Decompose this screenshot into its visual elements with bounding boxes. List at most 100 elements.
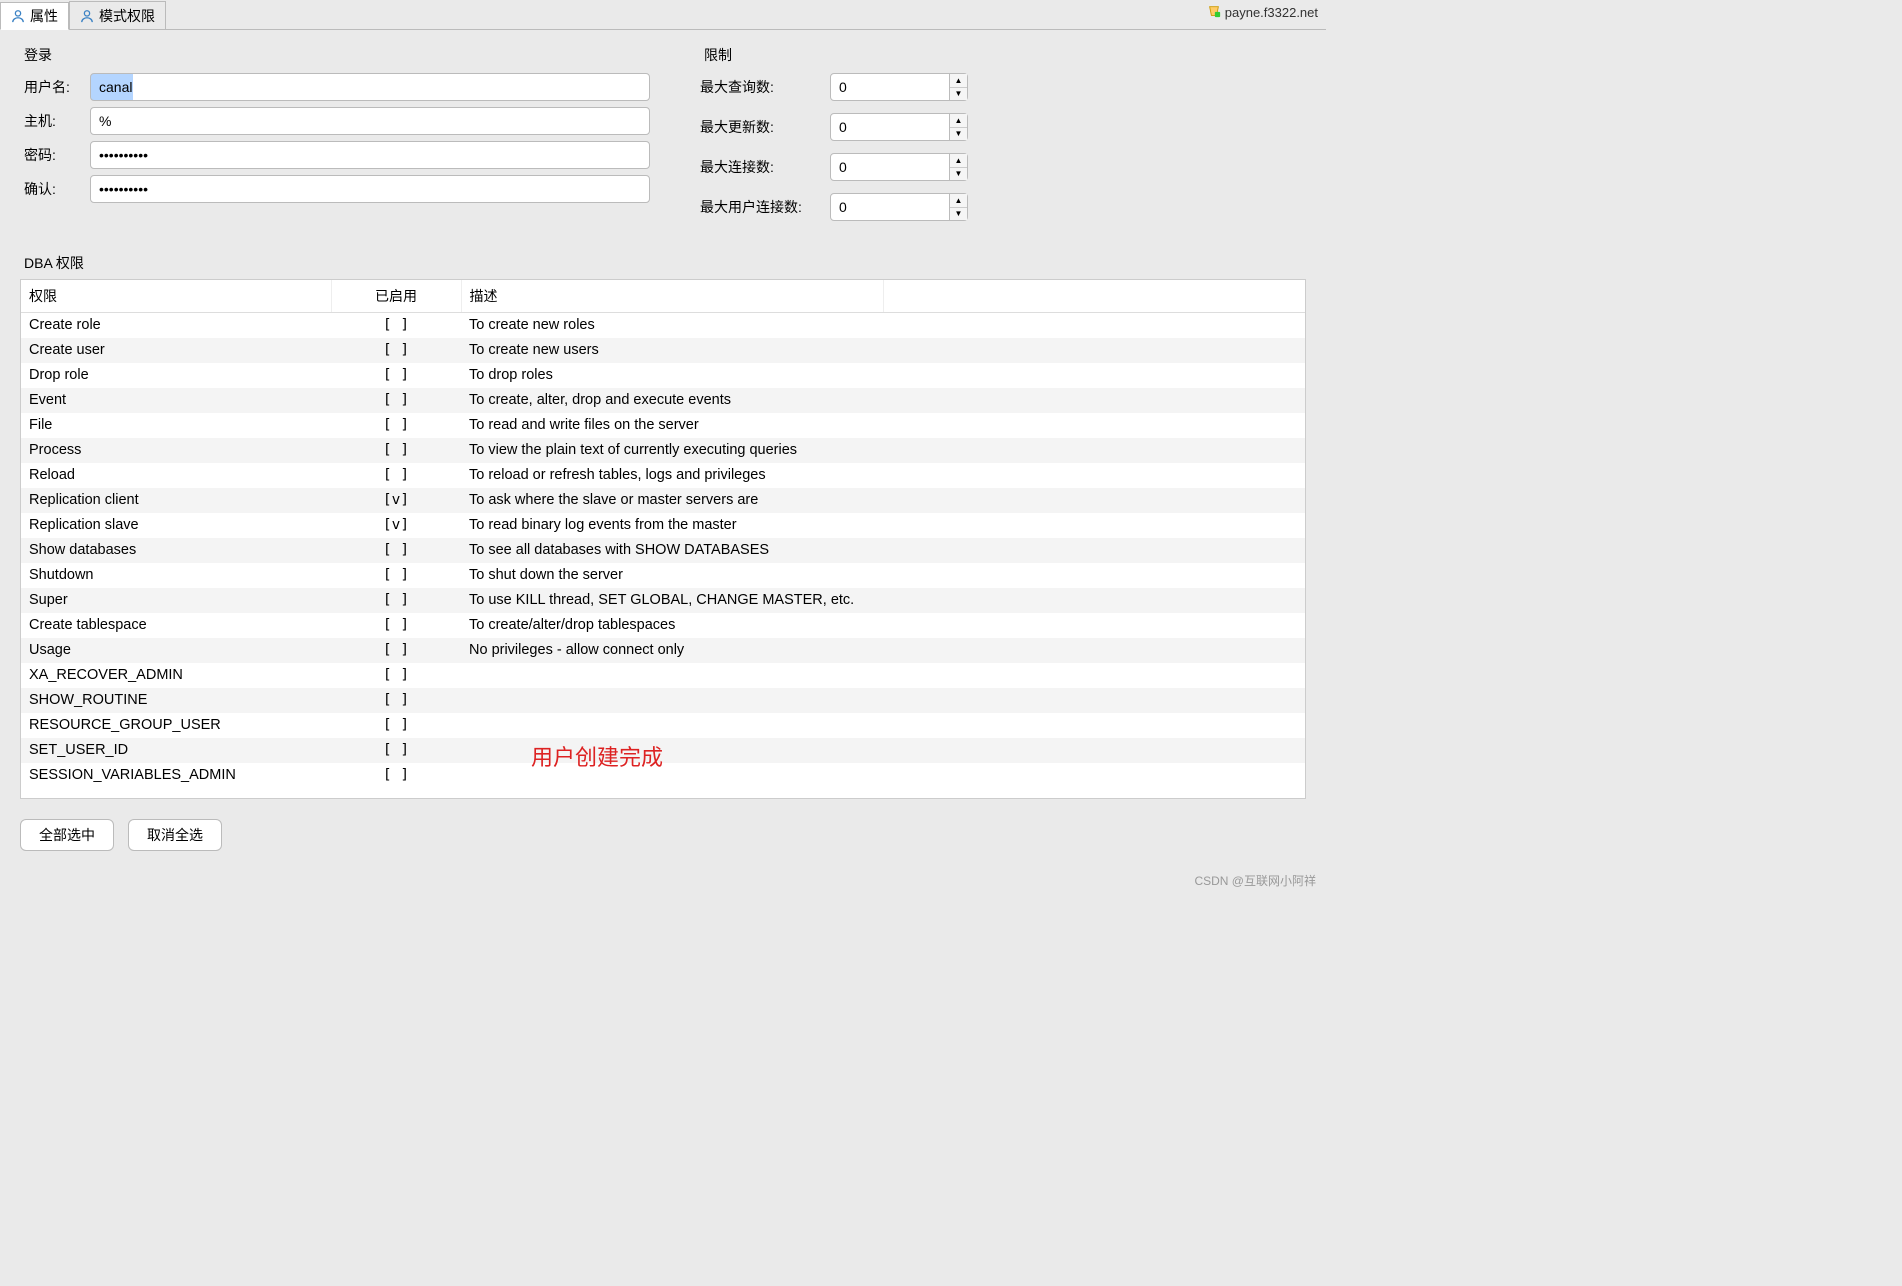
enabled-cell[interactable]: [v] — [331, 488, 461, 513]
enabled-cell[interactable]: [ ] — [331, 638, 461, 663]
tab-properties[interactable]: 属性 — [0, 2, 69, 30]
col-priv[interactable]: 权限 — [21, 280, 331, 313]
max-conn-spinner[interactable]: ▲▼ — [830, 153, 968, 181]
table-row[interactable]: Create user[ ]To create new users — [21, 338, 1305, 363]
confirm-input[interactable] — [90, 175, 650, 203]
priv-cell: Shutdown — [21, 563, 331, 588]
priv-cell: Super — [21, 588, 331, 613]
username-label: 用户名: — [20, 77, 90, 97]
spin-up[interactable]: ▲ — [950, 194, 967, 208]
tab-bar: 属性 模式权限 — [0, 0, 1326, 30]
priv-cell: SESSION_VARIABLES_ADMIN — [21, 763, 331, 788]
desc-cell: To ask where the slave or master servers… — [461, 488, 883, 513]
login-title: 登录 — [20, 45, 680, 65]
max-updates-spinner[interactable]: ▲▼ — [830, 113, 968, 141]
enabled-cell[interactable]: [ ] — [331, 313, 461, 338]
desc-cell: To reload or refresh tables, logs and pr… — [461, 463, 883, 488]
desc-cell — [461, 763, 883, 788]
priv-cell: RESOURCE_GROUP_USER — [21, 713, 331, 738]
priv-cell: XA_RECOVER_ADMIN — [21, 663, 331, 688]
max-user-conn-input[interactable] — [830, 193, 950, 221]
server-indicator: payne.f3322.net — [1207, 4, 1318, 21]
table-row[interactable]: XA_RECOVER_ADMIN[ ] — [21, 663, 1305, 688]
server-name: payne.f3322.net — [1225, 5, 1318, 20]
priv-cell: File — [21, 413, 331, 438]
desc-cell: To view the plain text of currently exec… — [461, 438, 883, 463]
login-group: 登录 用户名: 主机: 密码: 确认: — [20, 40, 680, 243]
password-label: 密码: — [20, 145, 90, 165]
table-row[interactable]: Create role[ ]To create new roles — [21, 313, 1305, 338]
enabled-cell[interactable]: [ ] — [331, 413, 461, 438]
username-input[interactable] — [90, 73, 650, 101]
user-icon — [11, 9, 25, 23]
desc-cell: To shut down the server — [461, 563, 883, 588]
password-input[interactable] — [90, 141, 650, 169]
max-queries-spinner[interactable]: ▲▼ — [830, 73, 968, 101]
spin-down[interactable]: ▼ — [950, 208, 967, 221]
confirm-label: 确认: — [20, 179, 90, 199]
table-row[interactable]: Create tablespace[ ]To create/alter/drop… — [21, 613, 1305, 638]
enabled-cell[interactable]: [ ] — [331, 388, 461, 413]
enabled-cell[interactable]: [ ] — [331, 563, 461, 588]
enabled-cell[interactable]: [ ] — [331, 538, 461, 563]
table-row[interactable]: Reload[ ]To reload or refresh tables, lo… — [21, 463, 1305, 488]
select-all-button[interactable]: 全部选中 — [20, 819, 114, 851]
desc-cell: To read binary log events from the maste… — [461, 513, 883, 538]
dba-table-wrap: 权限 已启用 描述 Create role[ ]To create new ro… — [20, 279, 1306, 799]
enabled-cell[interactable]: [ ] — [331, 738, 461, 763]
max-updates-input[interactable] — [830, 113, 950, 141]
enabled-cell[interactable]: [ ] — [331, 588, 461, 613]
table-row[interactable]: Shutdown[ ]To shut down the server — [21, 563, 1305, 588]
desc-cell — [461, 688, 883, 713]
enabled-cell[interactable]: [ ] — [331, 688, 461, 713]
table-row[interactable]: Process[ ]To view the plain text of curr… — [21, 438, 1305, 463]
table-row[interactable]: Replication client[v]To ask where the sl… — [21, 488, 1305, 513]
spin-up[interactable]: ▲ — [950, 154, 967, 168]
table-row[interactable]: Replication slave[v]To read binary log e… — [21, 513, 1305, 538]
host-input[interactable] — [90, 107, 650, 135]
enabled-cell[interactable]: [ ] — [331, 763, 461, 788]
enabled-cell[interactable]: [ ] — [331, 338, 461, 363]
table-row[interactable]: SET_USER_ID[ ] — [21, 738, 1305, 763]
limits-group: 限制 最大查询数: ▲▼ 最大更新数: ▲▼ 最大连接数: ▲▼ — [700, 40, 1306, 243]
enabled-cell[interactable]: [ ] — [331, 438, 461, 463]
spin-down[interactable]: ▼ — [950, 88, 967, 101]
tab-label: 属性 — [30, 6, 58, 26]
priv-cell: SHOW_ROUTINE — [21, 688, 331, 713]
table-row[interactable]: SESSION_VARIABLES_ADMIN[ ] — [21, 763, 1305, 788]
spin-down[interactable]: ▼ — [950, 168, 967, 181]
desc-cell: To create new users — [461, 338, 883, 363]
max-user-conn-spinner[interactable]: ▲▼ — [830, 193, 968, 221]
col-desc[interactable]: 描述 — [461, 280, 883, 313]
table-row[interactable]: Drop role[ ]To drop roles — [21, 363, 1305, 388]
priv-cell: Show databases — [21, 538, 331, 563]
table-row[interactable]: File[ ]To read and write files on the se… — [21, 413, 1305, 438]
enabled-cell[interactable]: [ ] — [331, 463, 461, 488]
desc-cell: To create, alter, drop and execute event… — [461, 388, 883, 413]
desc-cell: No privileges - allow connect only — [461, 638, 883, 663]
enabled-cell[interactable]: [ ] — [331, 363, 461, 388]
spin-up[interactable]: ▲ — [950, 114, 967, 128]
table-row[interactable]: Event[ ]To create, alter, drop and execu… — [21, 388, 1305, 413]
table-row[interactable]: Show databases[ ]To see all databases wi… — [21, 538, 1305, 563]
enabled-cell[interactable]: [ ] — [331, 663, 461, 688]
deselect-all-button[interactable]: 取消全选 — [128, 819, 222, 851]
table-row[interactable]: Super[ ]To use KILL thread, SET GLOBAL, … — [21, 588, 1305, 613]
enabled-cell[interactable]: [ ] — [331, 713, 461, 738]
priv-cell: Drop role — [21, 363, 331, 388]
max-conn-label: 最大连接数: — [700, 157, 830, 177]
tab-schema-priv[interactable]: 模式权限 — [69, 1, 166, 29]
enabled-cell[interactable]: [ ] — [331, 613, 461, 638]
priv-cell: Process — [21, 438, 331, 463]
desc-cell: To see all databases with SHOW DATABASES — [461, 538, 883, 563]
max-conn-input[interactable] — [830, 153, 950, 181]
table-row[interactable]: RESOURCE_GROUP_USER[ ] — [21, 713, 1305, 738]
table-row[interactable]: Usage[ ]No privileges - allow connect on… — [21, 638, 1305, 663]
col-enabled[interactable]: 已启用 — [331, 280, 461, 313]
priv-cell: Replication slave — [21, 513, 331, 538]
table-row[interactable]: SHOW_ROUTINE[ ] — [21, 688, 1305, 713]
spin-up[interactable]: ▲ — [950, 74, 967, 88]
max-queries-input[interactable] — [830, 73, 950, 101]
enabled-cell[interactable]: [v] — [331, 513, 461, 538]
spin-down[interactable]: ▼ — [950, 128, 967, 141]
